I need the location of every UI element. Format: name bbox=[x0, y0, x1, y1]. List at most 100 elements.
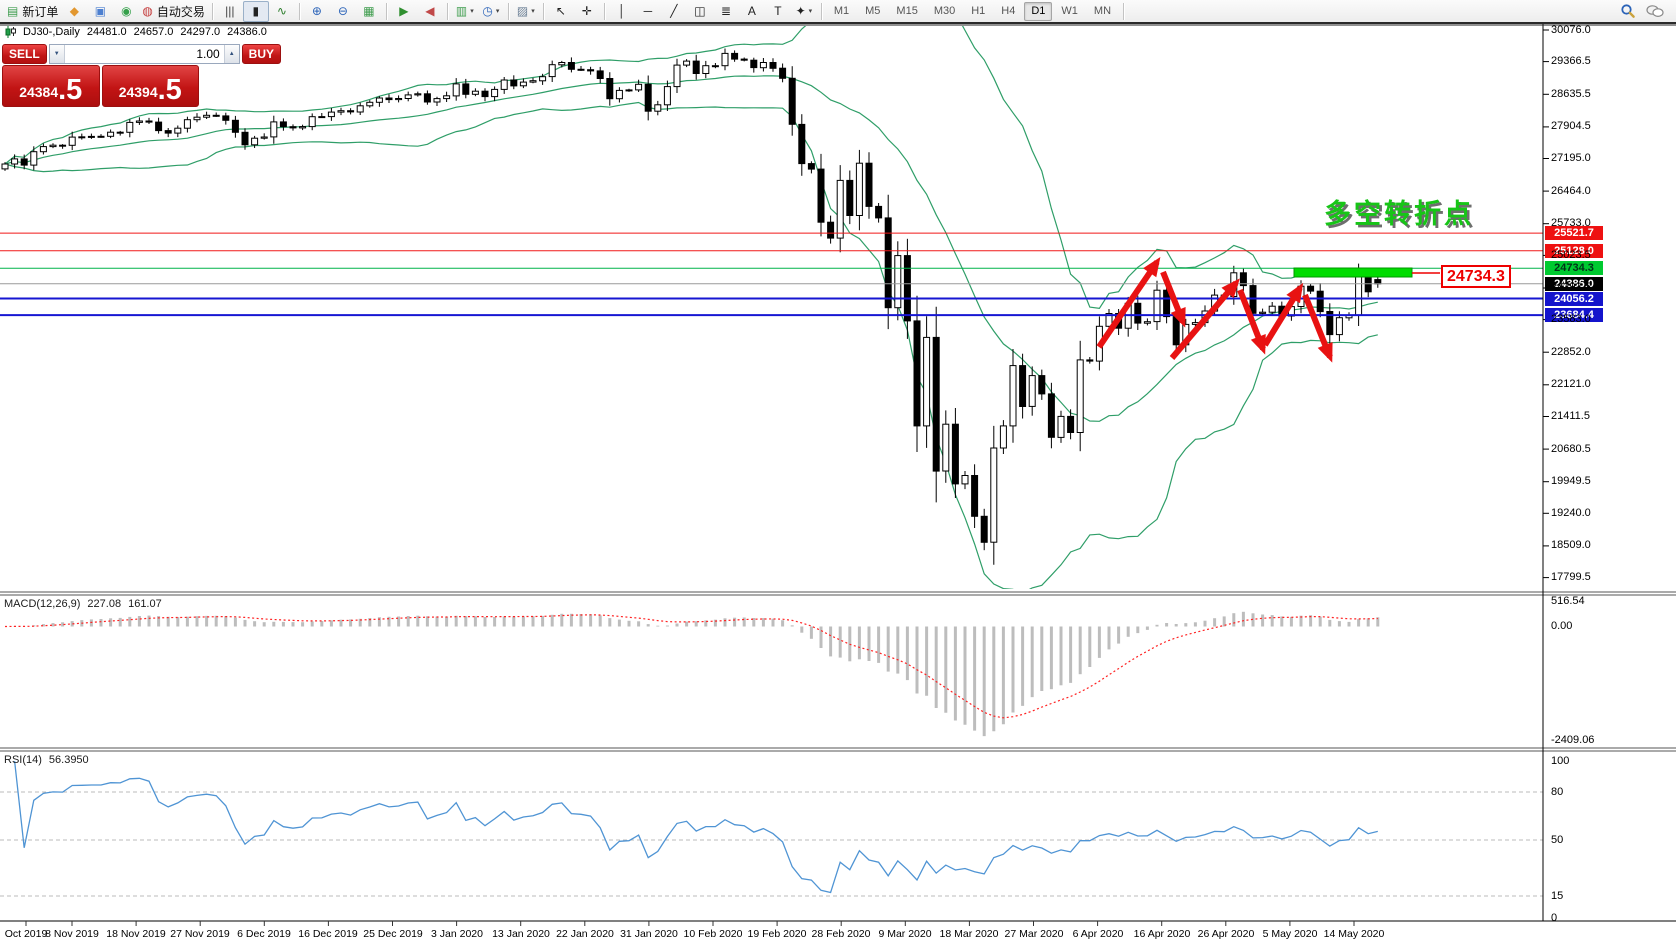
trend-arrow[interactable] bbox=[1169, 278, 1240, 360]
trend-zigzag[interactable] bbox=[1096, 257, 1333, 363]
price-tick-label: 25023.5 bbox=[1551, 249, 1591, 261]
text-label-button[interactable]: T bbox=[765, 1, 791, 22]
zoom-out-button[interactable]: ⊖ bbox=[330, 1, 356, 22]
buy-button[interactable]: BUY bbox=[241, 44, 282, 64]
macd-axis-label: 516.54 bbox=[1551, 595, 1585, 607]
level-price-box: 23684.4 bbox=[1545, 308, 1603, 322]
price-tag-label[interactable]: 24734.3 bbox=[1441, 265, 1511, 288]
candle bbox=[903, 255, 911, 322]
annotation-text[interactable]: 多空转折点 bbox=[1324, 199, 1474, 229]
trend-arrow[interactable] bbox=[1302, 293, 1333, 363]
buy-price-display[interactable]: 24394.5 bbox=[101, 65, 199, 107]
equidistant-channel-button[interactable]: ◫ bbox=[687, 1, 713, 22]
crosshair-button-glyph: ✛ bbox=[581, 4, 592, 18]
candle bbox=[731, 52, 739, 60]
toolbar-separator bbox=[446, 2, 448, 20]
horizontal-line-button[interactable]: ─ bbox=[635, 1, 661, 22]
date-tick-label: 5 May 2020 bbox=[1262, 928, 1318, 940]
autotrading-button[interactable]: ◍ 自动交易 bbox=[139, 1, 208, 22]
candle bbox=[827, 221, 835, 239]
date-tick-label: 18 Nov 2019 bbox=[106, 928, 166, 940]
volume-decrease-button[interactable]: ▼ bbox=[49, 45, 65, 63]
timeframe-w1-button[interactable]: W1 bbox=[1061, 5, 1078, 17]
candle bbox=[356, 105, 364, 113]
price-chart-canvas[interactable] bbox=[0, 22, 1676, 944]
navigator-icon[interactable]: ◉ bbox=[113, 1, 139, 22]
vertical-line-button[interactable]: │ bbox=[609, 1, 635, 22]
market-watch-icon[interactable]: ◆ bbox=[61, 1, 87, 22]
price-tick-label: 29366.5 bbox=[1551, 55, 1591, 67]
rsi-value: 56.3950 bbox=[48, 754, 89, 766]
vertical-line-button-glyph: │ bbox=[618, 4, 626, 18]
level-price-box: 25128.0 bbox=[1545, 244, 1603, 258]
line-chart-button[interactable]: ∿ bbox=[269, 1, 295, 22]
candle bbox=[740, 58, 748, 61]
candle bbox=[1086, 359, 1094, 362]
trend-arrow[interactable] bbox=[1237, 288, 1266, 355]
timeframe-d1-button[interactable]: D1 bbox=[1024, 1, 1053, 21]
timeframe-h4-button[interactable]: H4 bbox=[1001, 5, 1016, 17]
sell-button[interactable]: SELL bbox=[2, 44, 47, 64]
date-tick-label: 22 Jan 2020 bbox=[556, 928, 614, 940]
data-window-icon[interactable]: ▣ bbox=[87, 1, 113, 22]
tile-windows-button[interactable]: ▦ bbox=[356, 1, 382, 22]
sell-price-display[interactable]: 24384.5 bbox=[2, 65, 100, 107]
candle bbox=[30, 151, 38, 166]
timeframe-m15-button[interactable]: M15 bbox=[896, 5, 918, 17]
timeframe-h1-button[interactable]: H1 bbox=[971, 5, 986, 17]
search-icon[interactable] bbox=[1620, 3, 1636, 19]
trend-arrow[interactable] bbox=[1160, 270, 1186, 328]
candle bbox=[39, 146, 47, 153]
volume-increase-button[interactable]: ▲ bbox=[223, 45, 239, 63]
new-chart-button[interactable]: ▥ ▾ bbox=[452, 1, 478, 22]
candle bbox=[1143, 321, 1151, 324]
fibonacci-button[interactable]: ≣ bbox=[713, 1, 739, 22]
candle bbox=[347, 110, 355, 113]
date-tick-label: 8 Nov 2019 bbox=[45, 928, 99, 940]
zoom-in-button-glyph: ⊕ bbox=[311, 4, 322, 18]
bb-lower-line bbox=[4, 101, 1378, 589]
candlestick-chart-button-glyph: ▮ bbox=[252, 4, 260, 18]
candle bbox=[11, 158, 19, 165]
trendline-button[interactable]: ╱ bbox=[661, 1, 687, 22]
candle bbox=[1316, 290, 1324, 313]
timeframe-mn-button[interactable]: MN bbox=[1093, 5, 1112, 17]
price-tick-label: 17799.5 bbox=[1551, 571, 1591, 583]
candle bbox=[423, 93, 431, 103]
trend-arrow[interactable] bbox=[1262, 282, 1304, 347]
profiles-button[interactable]: ▨ ▾ bbox=[513, 1, 539, 22]
auto-scroll-button-glyph: ▶ bbox=[399, 4, 409, 18]
candle bbox=[260, 136, 268, 139]
candle bbox=[1076, 359, 1084, 433]
bar-chart-button[interactable]: ||| bbox=[217, 1, 243, 22]
timeframe-m1-button[interactable]: M1 bbox=[833, 5, 850, 17]
highlight-bar[interactable] bbox=[1293, 267, 1413, 278]
zoom-in-button[interactable]: ⊕ bbox=[304, 1, 330, 22]
chart-shift-button[interactable]: ◀ bbox=[417, 1, 443, 22]
timeframe-m5-button[interactable]: M5 bbox=[865, 5, 881, 17]
chat-icon[interactable] bbox=[1646, 4, 1664, 19]
candle bbox=[318, 116, 326, 119]
candle bbox=[788, 77, 796, 125]
candle bbox=[654, 104, 662, 112]
candlestick-chart-button[interactable]: ▮ bbox=[242, 0, 269, 22]
arrows-button[interactable]: ✦ ▾ bbox=[791, 1, 817, 22]
macd-axis-label: 0.00 bbox=[1551, 620, 1573, 632]
ohlc-close: 24386.0 bbox=[227, 26, 267, 38]
crosshair-button[interactable]: ✛ bbox=[574, 1, 600, 22]
trend-arrow[interactable] bbox=[1096, 257, 1161, 349]
cursor-button[interactable]: ↖ bbox=[548, 1, 574, 22]
candle bbox=[366, 101, 374, 107]
text-button[interactable]: A bbox=[739, 1, 765, 22]
sell-price-frac: .5 bbox=[58, 74, 83, 106]
periods-button[interactable]: ◷ ▾ bbox=[478, 1, 504, 22]
candlestick-icon bbox=[5, 26, 16, 38]
candle bbox=[241, 131, 249, 146]
auto-scroll-button[interactable]: ▶ bbox=[391, 1, 417, 22]
timeframe-m30-button[interactable]: M30 bbox=[933, 5, 956, 17]
candle bbox=[692, 60, 700, 74]
price-tick-label: 28635.5 bbox=[1551, 88, 1591, 100]
new-order-button[interactable]: ▤ 新订单 bbox=[4, 1, 61, 22]
volume-input[interactable] bbox=[64, 45, 224, 63]
candle bbox=[644, 83, 652, 112]
